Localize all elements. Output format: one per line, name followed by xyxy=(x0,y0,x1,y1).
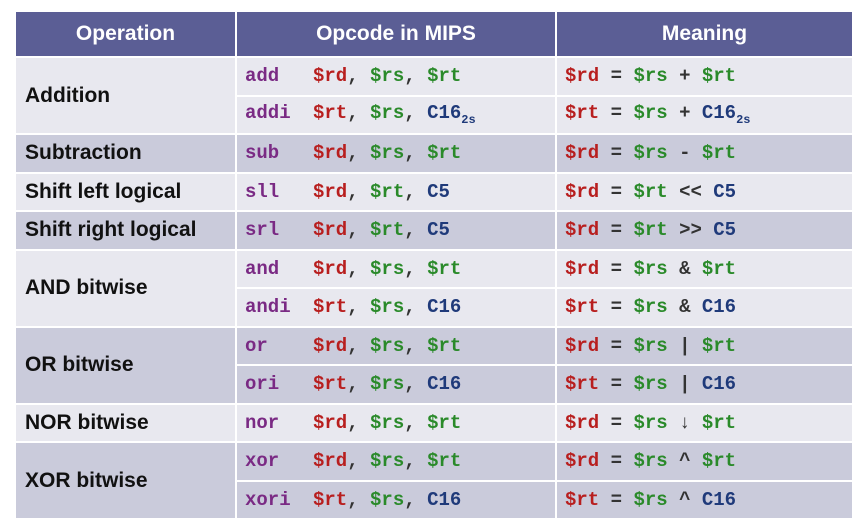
opcode-xor: xor$rd, $rs, $rt xyxy=(236,442,556,481)
opcode-addi: addi$rt, $rs, C162s xyxy=(236,96,556,135)
opcode-srl: srl$rd, $rt, C5 xyxy=(236,211,556,250)
meaning-or: $rd = $rs | $rt xyxy=(556,327,852,366)
operation-or: OR bitwise xyxy=(16,327,236,404)
meaning-sub: $rd = $rs - $rt xyxy=(556,134,852,173)
opcode-sub: sub$rd, $rs, $rt xyxy=(236,134,556,173)
meaning-nor: $rd = $rs ↓ $rt xyxy=(556,404,852,443)
table-row: NOR bitwise nor$rd, $rs, $rt $rd = $rs ↓… xyxy=(16,404,852,443)
header-meaning: Meaning xyxy=(556,12,852,57)
operation-and: AND bitwise xyxy=(16,250,236,327)
opcode-add: add$rd, $rs, $rt xyxy=(236,57,556,96)
meaning-srl: $rd = $rt >> C5 xyxy=(556,211,852,250)
table-row: Shift left logical sll$rd, $rt, C5 $rd =… xyxy=(16,173,852,212)
table-row: Subtraction sub$rd, $rs, $rt $rd = $rs -… xyxy=(16,134,852,173)
operation-srl: Shift right logical xyxy=(16,211,236,250)
header-operation: Operation xyxy=(16,12,236,57)
meaning-sll: $rd = $rt << C5 xyxy=(556,173,852,212)
meaning-and: $rd = $rs & $rt xyxy=(556,250,852,289)
opcode-ori: ori$rt, $rs, C16 xyxy=(236,365,556,404)
meaning-ori: $rt = $rs | C16 xyxy=(556,365,852,404)
operation-xor: XOR bitwise xyxy=(16,442,236,518)
operation-nor: NOR bitwise xyxy=(16,404,236,443)
opcode-xori: xori$rt, $rs, C16 xyxy=(236,481,556,518)
table-row: Addition add$rd, $rs, $rt $rd = $rs + $r… xyxy=(16,57,852,96)
operation-subtraction: Subtraction xyxy=(16,134,236,173)
operation-sll: Shift left logical xyxy=(16,173,236,212)
meaning-xor: $rd = $rs ^ $rt xyxy=(556,442,852,481)
table-row: AND bitwise and$rd, $rs, $rt $rd = $rs &… xyxy=(16,250,852,289)
table-row: XOR bitwise xor$rd, $rs, $rt $rd = $rs ^… xyxy=(16,442,852,481)
header-opcode: Opcode in MIPS xyxy=(236,12,556,57)
meaning-add: $rd = $rs + $rt xyxy=(556,57,852,96)
meaning-xori: $rt = $rs ^ C16 xyxy=(556,481,852,518)
opcode-andi: andi$rt, $rs, C16 xyxy=(236,288,556,327)
table-row: Shift right logical srl$rd, $rt, C5 $rd … xyxy=(16,211,852,250)
opcode-and: and$rd, $rs, $rt xyxy=(236,250,556,289)
table-row: OR bitwise or$rd, $rs, $rt $rd = $rs | $… xyxy=(16,327,852,366)
opcode-nor: nor$rd, $rs, $rt xyxy=(236,404,556,443)
operation-addition: Addition xyxy=(16,57,236,134)
opcode-sll: sll$rd, $rt, C5 xyxy=(236,173,556,212)
header-row: Operation Opcode in MIPS Meaning xyxy=(16,12,852,57)
opcode-or: or$rd, $rs, $rt xyxy=(236,327,556,366)
meaning-andi: $rt = $rs & C16 xyxy=(556,288,852,327)
mips-operations-table: Operation Opcode in MIPS Meaning Additio… xyxy=(16,12,852,518)
meaning-addi: $rt = $rs + C162s xyxy=(556,96,852,135)
